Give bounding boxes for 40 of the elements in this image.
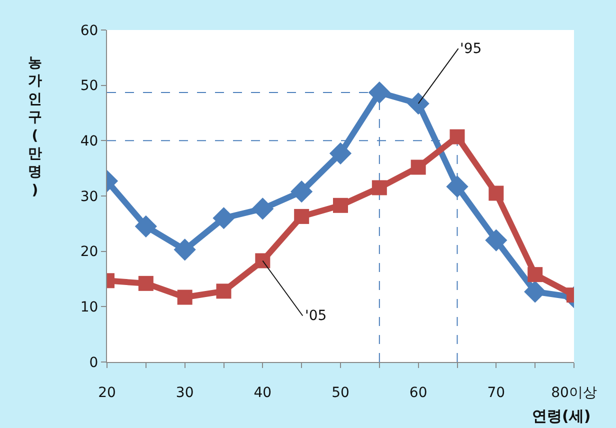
point bbox=[252, 198, 274, 220]
y-tick-label: 40 bbox=[80, 134, 98, 150]
text: '05 bbox=[305, 308, 327, 324]
point bbox=[290, 180, 313, 203]
text: '95 bbox=[460, 41, 482, 57]
point bbox=[134, 215, 157, 238]
x-tick-label: 50 bbox=[332, 384, 350, 401]
x-tick-label: 30 bbox=[176, 384, 194, 401]
y-tick-label: 60 bbox=[80, 22, 98, 39]
y-tick-label: 10 bbox=[80, 300, 98, 316]
x-tick-label: 20 bbox=[98, 384, 116, 401]
point bbox=[368, 81, 390, 104]
y-tick-label: 30 bbox=[80, 188, 98, 205]
point bbox=[212, 207, 235, 230]
point bbox=[216, 284, 232, 299]
point bbox=[138, 276, 154, 291]
y-axis-title: 농가인구(만명) bbox=[28, 55, 42, 198]
point bbox=[177, 290, 192, 305]
point bbox=[524, 280, 546, 303]
point bbox=[333, 198, 348, 213]
x-tick-label: 60 bbox=[409, 384, 428, 401]
point bbox=[410, 160, 426, 175]
point bbox=[446, 176, 468, 198]
y-tick-label: 50 bbox=[80, 78, 98, 94]
point bbox=[485, 229, 508, 252]
point bbox=[255, 253, 270, 268]
point bbox=[174, 238, 196, 261]
x-tick-label: 70 bbox=[487, 384, 506, 401]
point bbox=[407, 92, 430, 115]
point bbox=[294, 208, 310, 224]
point bbox=[450, 129, 465, 144]
y-tick-label: 20 bbox=[80, 244, 98, 260]
x-tick-label: 40 bbox=[254, 384, 272, 401]
point bbox=[372, 180, 387, 196]
point bbox=[528, 267, 543, 282]
x-tick-label: 80이상 bbox=[551, 384, 597, 401]
point bbox=[329, 142, 352, 164]
point bbox=[488, 186, 504, 201]
x-axis-title: 연령(세) bbox=[532, 407, 591, 425]
y-tick-label: 0 bbox=[89, 354, 98, 371]
